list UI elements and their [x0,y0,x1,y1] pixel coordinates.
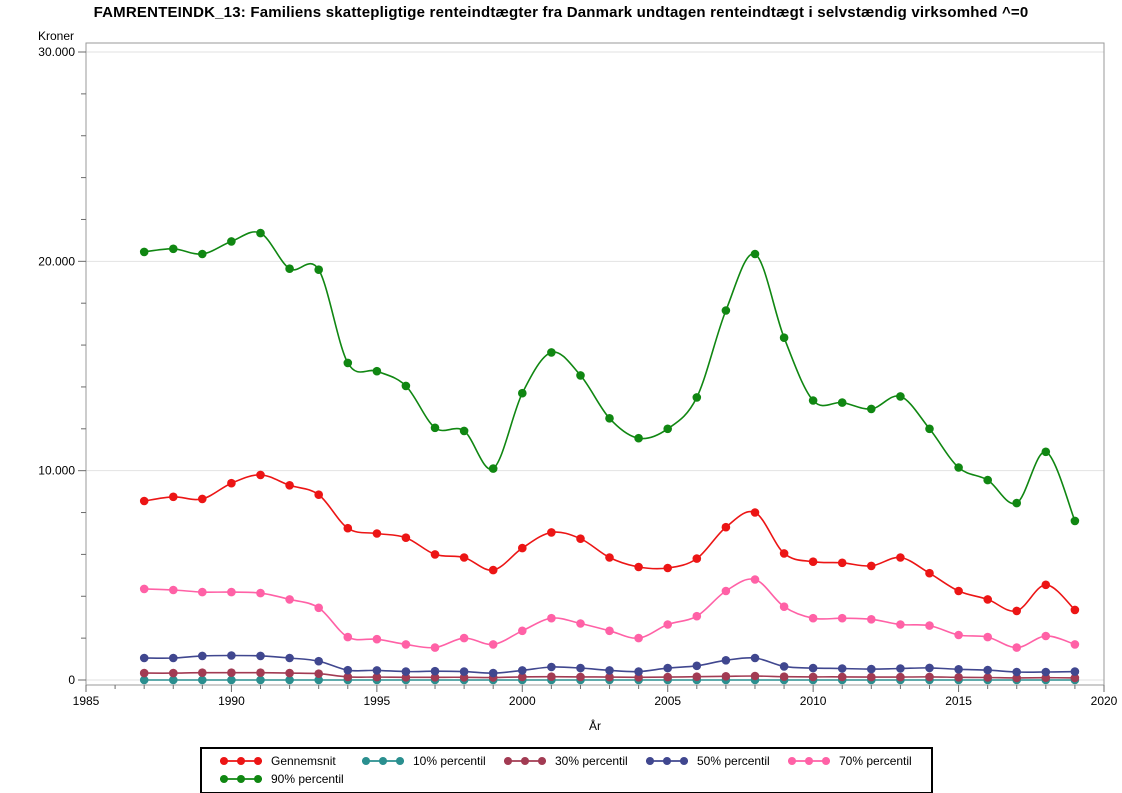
series-line-gennemsnit [144,474,1076,613]
y-tick-label: 0 [68,673,75,687]
series-line-70-percentil [144,578,1076,649]
legend-row: 90% percentil [218,770,931,788]
legend-marker-icon [220,775,262,783]
x-tick-label: 1990 [218,694,245,708]
x-tick-labels: 1985 1990 1995 2000 2005 2010 2015 2020 [73,694,1118,708]
legend-label: 10% percentil [413,754,486,768]
legend-marker-icon [788,757,830,765]
y-tick-labels: 0 10.000 20.000 30.000 [38,45,75,687]
legend-label: 50% percentil [697,754,770,768]
x-tick-label: 2015 [945,694,972,708]
series-gennemsnit [139,470,1080,616]
legend-marker-icon [220,757,262,765]
x-tick-label: 2000 [509,694,536,708]
y-tick-label: 20.000 [38,254,75,268]
plot-frame [85,42,1105,686]
legend-row: Gennemsnit 10% percentil 30% percentil 50% … [218,752,931,770]
legend-marker-icon [646,757,688,765]
series-line-90-percentil [144,231,1076,522]
legend-label: 70% percentil [839,754,912,768]
legend-item-50-percentil: 50% percentil [644,754,786,768]
legend-item-gennemsnit: Gennemsnit [218,754,360,768]
x-tick-label: 2005 [654,694,681,708]
series-70-percentil [139,575,1080,652]
chart-title: FAMRENTEINDK_13: Familiens skattepligtig… [93,4,1029,21]
legend-item-30-percentil: 30% percentil [502,754,644,768]
y-tick-label: 10.000 [38,464,75,478]
series-50-percentil [139,651,1080,678]
legend-label: 30% percentil [555,754,628,768]
y-gridlines [86,51,1104,681]
legend-marker-icon [504,757,546,765]
y-ticks [78,51,86,681]
x-ticks [85,685,1105,692]
y-tick-label: 30.000 [38,45,75,59]
legend: Gennemsnit 10% percentil 30% percentil 50% … [200,747,933,793]
y-axis-title: Kroner [38,29,75,43]
plot-area: 0 10.000 20.000 30.000 1985 1990 1995 2000 2005 2… [38,42,1118,708]
x-tick-label: 2010 [800,694,827,708]
legend-item-10-percentil: 10% percentil [360,754,502,768]
legend-label: 90% percentil [271,772,344,786]
series-90-percentil [139,228,1080,526]
x-tick-label: 1985 [73,694,100,708]
legend-item-70-percentil: 70% percentil [786,754,928,768]
series-30-percentil [139,668,1080,683]
legend-label: Gennemsnit [271,754,336,768]
x-axis-title: År [589,719,601,733]
x-tick-label: 2020 [1091,694,1118,708]
legend-item-90-percentil: 90% percentil [218,772,360,786]
x-tick-label: 1995 [364,694,391,708]
legend-marker-icon [362,757,404,765]
